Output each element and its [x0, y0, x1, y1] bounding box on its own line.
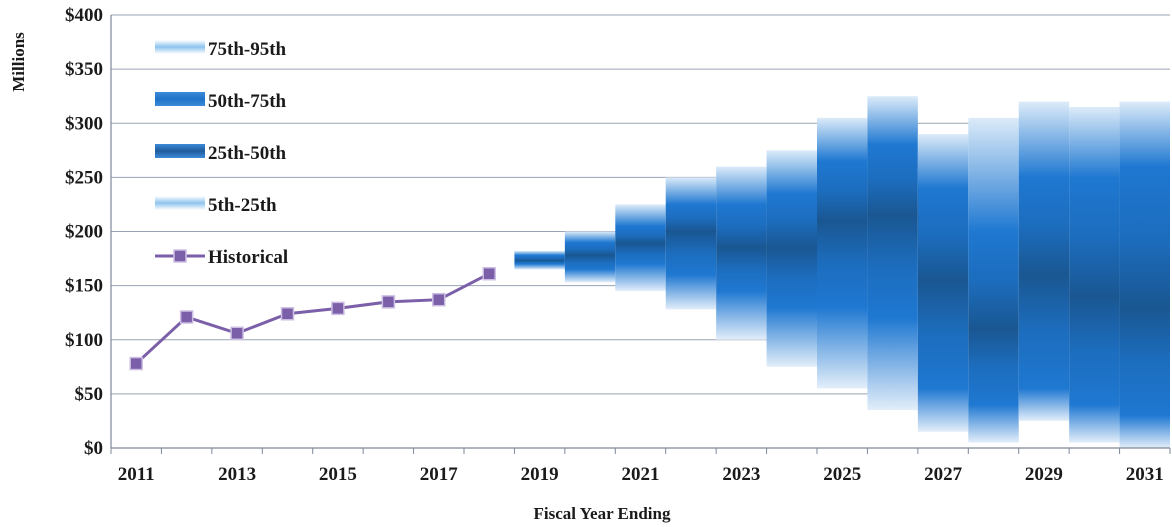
y-tick-label: $300	[65, 113, 103, 134]
y-tick-label: $150	[65, 276, 103, 297]
forecast-band	[615, 204, 666, 292]
legend-swatch	[155, 196, 205, 210]
x-tick-label: 2015	[319, 464, 357, 485]
axes	[110, 15, 1171, 454]
historical-point	[230, 326, 244, 341]
y-tick-label: $350	[65, 59, 103, 80]
legend-label: 50th-75th	[208, 91, 287, 112]
x-tick-label: 2019	[521, 464, 559, 485]
y-tick-label: $200	[65, 222, 103, 243]
legend-label: 5th-25th	[208, 195, 277, 216]
forecast-band	[817, 117, 868, 389]
legend-marker	[173, 249, 187, 263]
forecast-band	[665, 177, 717, 310]
forecast-band	[968, 117, 1019, 443]
forecast-band	[917, 134, 969, 432]
x-tick-label: 2031	[1126, 464, 1164, 485]
forecast-band	[766, 150, 817, 367]
forecast-band	[564, 231, 616, 283]
x-axis-title: Fiscal Year Ending	[534, 504, 671, 523]
x-axis-ticks: 2011 2013 2015 2017 2019 2021 2023 2025 2027 2029…	[118, 464, 1164, 485]
legend-swatch	[155, 92, 205, 106]
x-tick-label: 2023	[722, 464, 760, 485]
forecast-band	[716, 166, 767, 340]
y-tick-label: $100	[65, 330, 103, 351]
y-tick-label: $250	[65, 167, 103, 188]
forecast-band	[1119, 101, 1170, 448]
historical-point	[331, 301, 345, 316]
historical-point	[432, 292, 446, 307]
legend-swatch	[155, 144, 205, 158]
legend-label: 75th-95th	[208, 39, 287, 60]
x-tick-label: 2021	[622, 464, 660, 485]
x-tick-label: 2013	[218, 464, 256, 485]
y-axis-title: Millions	[9, 32, 28, 92]
historical-series	[129, 266, 496, 371]
y-tick-label: $400	[65, 5, 103, 26]
y-tick-label: $0	[84, 438, 103, 459]
historical-point	[482, 266, 496, 281]
forecast-band	[514, 250, 565, 270]
x-tick-label: 2027	[924, 464, 963, 485]
historical-point	[280, 307, 295, 321]
y-tick-label: $50	[75, 384, 104, 405]
historical-point	[129, 356, 143, 371]
forecast-band	[867, 96, 918, 411]
y-axis-ticks: $0 $50 $100 $150 $200 $250 $300 $350 $400	[65, 5, 103, 459]
legend-label: 25th-50th	[208, 143, 287, 164]
historical-line	[135, 272, 490, 365]
forecast-fan	[514, 96, 1170, 448]
forecast-band	[1018, 101, 1070, 421]
legend: 75th-95th 50th-75th 25th-50th 5th-25th Histo…	[155, 39, 288, 268]
x-tick-label: 2025	[823, 464, 861, 485]
legend-label: Historical	[208, 247, 288, 268]
historical-point	[179, 310, 194, 324]
historical-point	[381, 295, 396, 309]
x-tick-label: 2017	[420, 464, 459, 485]
x-tick-label: 2011	[118, 464, 155, 485]
x-tick-label: 2029	[1025, 464, 1063, 485]
forecast-band	[1069, 107, 1120, 443]
legend-swatch	[155, 40, 205, 54]
